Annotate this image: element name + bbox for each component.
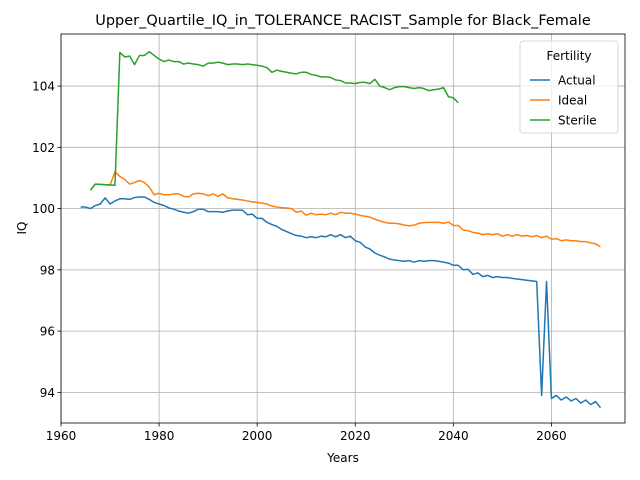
x-tick-label: 2040	[438, 429, 469, 443]
chart-title: Upper_Quartile_IQ_in_TOLERANCE_RACIST_Sa…	[95, 13, 591, 29]
y-axis-label: IQ	[15, 222, 29, 235]
legend-label-actual: Actual	[558, 74, 596, 88]
y-axis: 94 96 98 100 102 104	[32, 80, 61, 400]
legend-entries: Actual Ideal Sterile	[530, 74, 597, 128]
y-tick-label: 100	[32, 202, 55, 216]
x-tick-label: 2000	[242, 429, 273, 443]
plot-frame	[60, 33, 626, 424]
legend-label-sterile: Sterile	[558, 114, 597, 128]
y-tick-label: 98	[40, 263, 55, 277]
series-line-actual	[80, 196, 602, 409]
series-line-sterile	[89, 51, 459, 191]
x-tick-label: 2060	[536, 429, 567, 443]
x-axis-label: Years	[326, 451, 359, 465]
legend-label-ideal: Ideal	[558, 94, 587, 108]
y-tick-label: 104	[32, 80, 55, 94]
x-axis: 1960 1980 2000 2020 2040 2060	[46, 423, 567, 443]
legend-box	[519, 40, 619, 134]
y-tick-label: 96	[40, 325, 55, 339]
x-tick-label: 1960	[46, 429, 77, 443]
series-layer	[80, 51, 602, 409]
grid	[60, 34, 625, 423]
x-tick-label: 1980	[144, 429, 175, 443]
y-tick-label: 102	[32, 141, 55, 155]
y-tick-label: 94	[40, 386, 55, 400]
series-line-ideal	[89, 171, 601, 248]
legend: Fertility Actual Ideal Sterile	[519, 40, 619, 134]
legend-title: Fertility	[546, 49, 591, 63]
x-tick-label: 2020	[340, 429, 371, 443]
